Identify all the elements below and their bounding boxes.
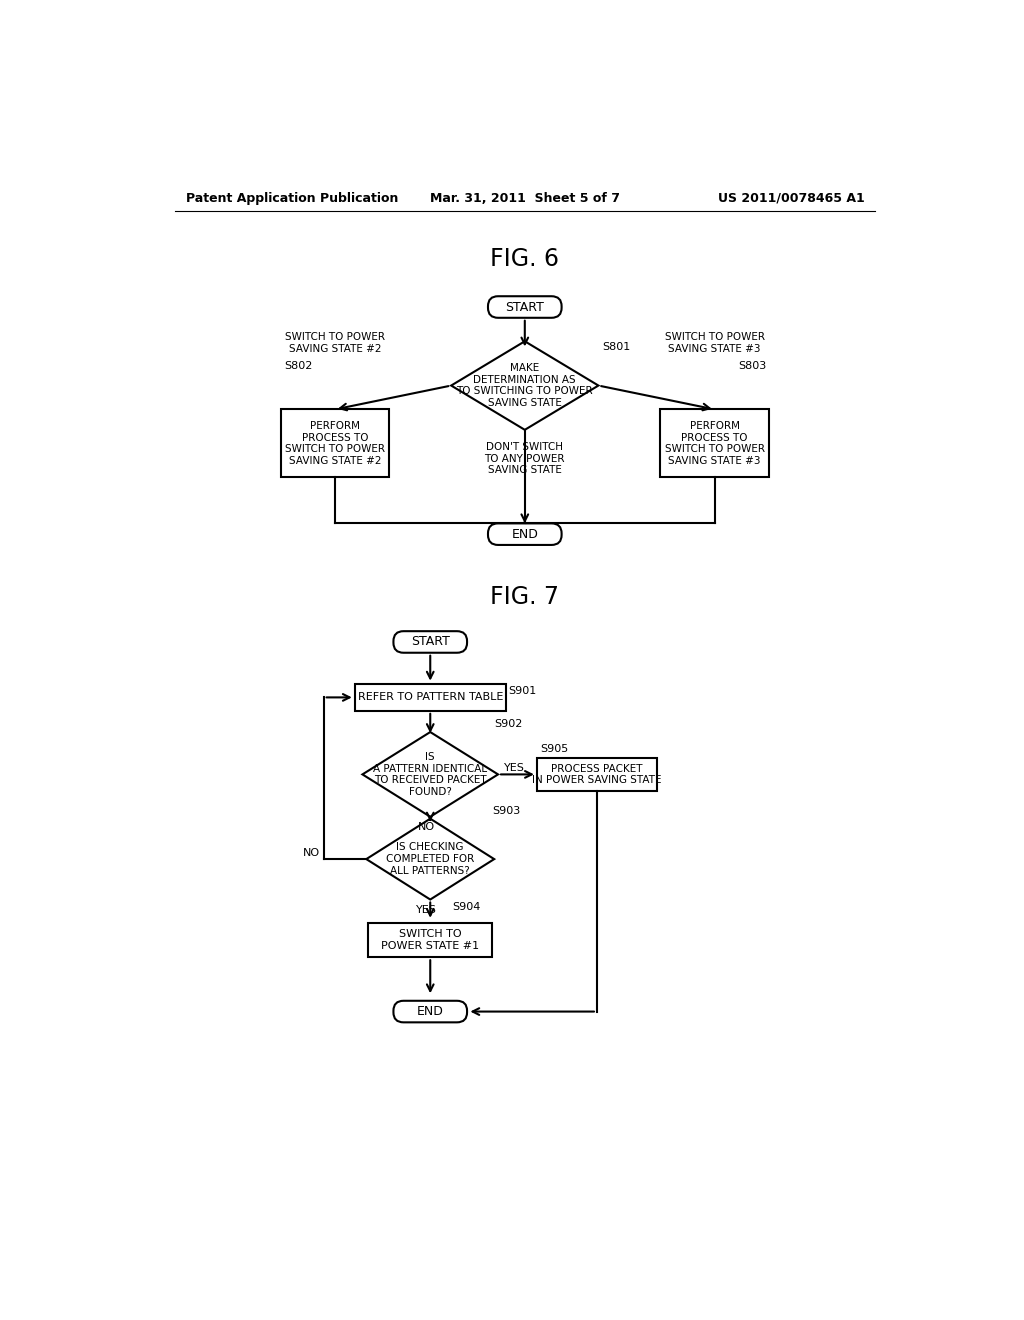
Text: FIG. 6: FIG. 6 <box>490 247 559 271</box>
FancyBboxPatch shape <box>488 524 561 545</box>
FancyBboxPatch shape <box>488 296 561 318</box>
Polygon shape <box>362 733 498 817</box>
Polygon shape <box>452 342 598 430</box>
Text: US 2011/0078465 A1: US 2011/0078465 A1 <box>718 191 864 205</box>
Bar <box>281 409 389 478</box>
Text: SWITCH TO POWER
SAVING STATE #2: SWITCH TO POWER SAVING STATE #2 <box>285 333 385 354</box>
Polygon shape <box>367 818 495 899</box>
Text: PROCESS PACKET
IN POWER SAVING STATE: PROCESS PACKET IN POWER SAVING STATE <box>532 763 662 785</box>
Text: PERFORM
PROCESS TO
SWITCH TO POWER
SAVING STATE #2: PERFORM PROCESS TO SWITCH TO POWER SAVIN… <box>285 421 385 466</box>
Bar <box>660 409 769 478</box>
Bar <box>369 923 493 957</box>
Text: FIG. 7: FIG. 7 <box>490 585 559 610</box>
Text: PERFORM
PROCESS TO
SWITCH TO POWER
SAVING STATE #3: PERFORM PROCESS TO SWITCH TO POWER SAVIN… <box>665 421 765 466</box>
Text: IS
A PATTERN IDENTICAL
TO RECEIVED PACKET
FOUND?: IS A PATTERN IDENTICAL TO RECEIVED PACKE… <box>373 752 487 797</box>
FancyBboxPatch shape <box>393 631 467 653</box>
Text: IS CHECKING
COMPLETED FOR
ALL PATTERNS?: IS CHECKING COMPLETED FOR ALL PATTERNS? <box>386 842 474 875</box>
Text: DON'T SWITCH
TO ANY POWER
SAVING STATE: DON'T SWITCH TO ANY POWER SAVING STATE <box>484 442 565 475</box>
Text: S802: S802 <box>285 362 313 371</box>
Bar <box>354 684 506 711</box>
FancyBboxPatch shape <box>393 1001 467 1022</box>
Text: END: END <box>417 1005 443 1018</box>
Text: S902: S902 <box>495 719 522 730</box>
Text: S904: S904 <box>452 903 480 912</box>
Text: YES: YES <box>504 763 525 774</box>
Text: S803: S803 <box>738 362 767 371</box>
Text: NO: NO <box>418 822 435 832</box>
Text: Patent Application Publication: Patent Application Publication <box>186 191 398 205</box>
Text: S901: S901 <box>508 686 537 696</box>
Text: END: END <box>511 528 539 541</box>
Text: S903: S903 <box>492 807 520 816</box>
Text: S801: S801 <box>602 342 631 352</box>
Text: REFER TO PATTERN TABLE: REFER TO PATTERN TABLE <box>357 693 503 702</box>
Bar <box>537 758 657 791</box>
Text: START: START <box>411 635 450 648</box>
Text: NO: NO <box>303 847 319 858</box>
Text: START: START <box>506 301 544 314</box>
Text: SWITCH TO
POWER STATE #1: SWITCH TO POWER STATE #1 <box>381 929 479 950</box>
Text: S905: S905 <box>541 744 569 754</box>
Text: Mar. 31, 2011  Sheet 5 of 7: Mar. 31, 2011 Sheet 5 of 7 <box>430 191 620 205</box>
Text: MAKE
DETERMINATION AS
TO SWITCHING TO POWER
SAVING STATE: MAKE DETERMINATION AS TO SWITCHING TO PO… <box>457 363 593 408</box>
Text: YES: YES <box>416 906 437 915</box>
Text: SWITCH TO POWER
SAVING STATE #3: SWITCH TO POWER SAVING STATE #3 <box>665 333 765 354</box>
